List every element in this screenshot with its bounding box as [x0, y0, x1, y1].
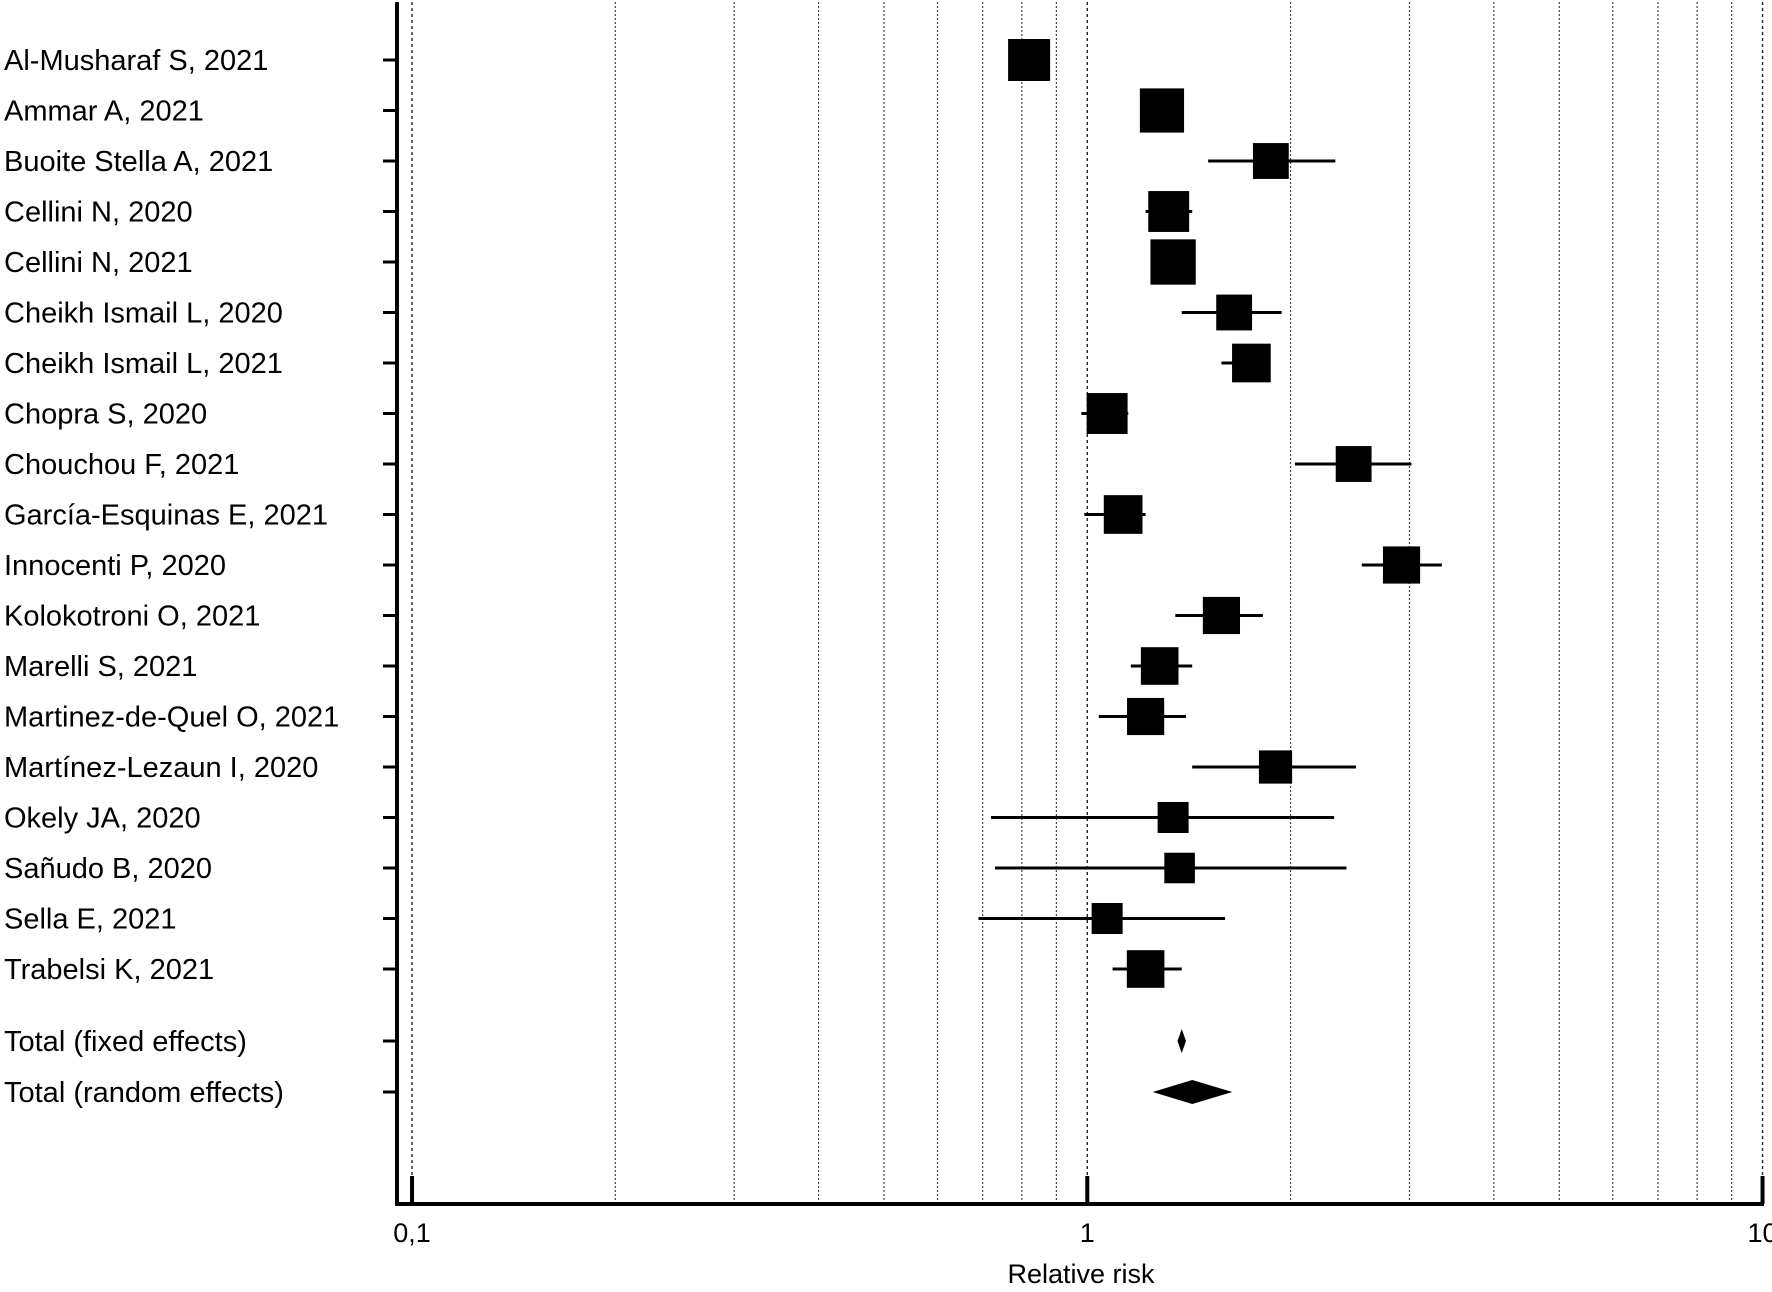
effect-size-marker [1335, 446, 1372, 482]
axis-layer: 0,1 1 10 [393, 2, 1772, 1248]
study-label: Sañudo B, 2020 [4, 853, 212, 885]
effect-size-marker [1091, 903, 1123, 934]
effect-size-marker [1202, 596, 1241, 635]
effect-size-marker [1086, 393, 1128, 434]
study-label: Martinez-de-Quel O, 2021 [4, 702, 339, 734]
x-tick-label: 0,1 [393, 1218, 431, 1248]
effect-size-marker [1139, 88, 1185, 133]
study-row: Cheikh Ismail L, 2021 [4, 343, 1271, 383]
effect-size-marker [1164, 852, 1195, 884]
study-label: Ammar A, 2021 [4, 96, 204, 128]
study-label: García-Esquinas E, 2021 [4, 500, 328, 532]
study-label: Cellini N, 2021 [4, 247, 193, 279]
effect-size-marker [1127, 697, 1165, 736]
x-tick-label: 10 [1748, 1218, 1772, 1248]
study-row: Martínez-Lezaun I, 2020 [4, 750, 1356, 784]
study-label: Innocenti P, 2020 [4, 550, 226, 582]
total-label: Total (random effects) [4, 1077, 284, 1109]
study-row: Okely JA, 2020 [4, 802, 1335, 835]
grid-layer [411, 2, 1764, 1204]
effect-size-marker [1150, 239, 1196, 285]
study-row: García-Esquinas E, 2021 [4, 495, 1146, 534]
study-label: Sella E, 2021 [4, 904, 177, 936]
study-row: Marelli S, 2021 [4, 647, 1193, 685]
study-label: Cellini N, 2020 [4, 197, 193, 229]
effect-size-marker [1008, 39, 1051, 81]
study-row: Ammar A, 2021 [4, 88, 1185, 133]
study-label: Okely JA, 2020 [4, 803, 201, 835]
effect-size-marker [1232, 343, 1271, 383]
study-row: Cellini N, 2021 [4, 239, 1196, 285]
study-row: Buoite Stella A, 2021 [4, 143, 1336, 179]
study-row: Sañudo B, 2020 [4, 852, 1347, 885]
study-row: Trabelsi K, 2021 [4, 950, 1182, 988]
effect-size-marker [1140, 647, 1179, 685]
study-row: Martinez-de-Quel O, 2021 [4, 697, 1186, 736]
effect-size-marker [1126, 950, 1165, 988]
study-row: Sella E, 2021 [4, 903, 1226, 936]
study-label: Chouchou F, 2021 [4, 449, 239, 481]
rows-layer: Al-Musharaf S, 2021 Ammar A, 2021 Buoite S… [4, 39, 1442, 1109]
study-label: Al-Musharaf S, 2021 [4, 45, 268, 77]
x-axis-title: Relative risk [1007, 1259, 1155, 1289]
study-label: Cheikh Ismail L, 2020 [4, 298, 283, 330]
study-row: Al-Musharaf S, 2021 [4, 39, 1051, 81]
effect-size-marker [1258, 750, 1293, 784]
effect-size-marker [1103, 495, 1143, 534]
effect-size-marker [1157, 802, 1189, 833]
study-row: Kolokotroni O, 2021 [4, 596, 1263, 635]
study-label: Cheikh Ismail L, 2021 [4, 348, 283, 380]
effect-size-marker [1252, 143, 1289, 179]
effect-size-marker [1382, 546, 1421, 584]
pooled-estimate-diamond [1152, 1080, 1233, 1104]
study-label: Buoite Stella A, 2021 [4, 146, 273, 178]
study-row: Chopra S, 2020 [4, 393, 1129, 434]
x-tick-label: 1 [1080, 1218, 1095, 1248]
study-row: Innocenti P, 2020 [4, 546, 1442, 584]
total-label: Total (fixed effects) [4, 1026, 247, 1058]
total-row: Total (fixed effects) [4, 1026, 1186, 1058]
study-label: Trabelsi K, 2021 [4, 954, 214, 986]
effect-size-marker [1148, 191, 1190, 232]
study-row: Cheikh Ismail L, 2020 [4, 294, 1282, 331]
study-row: Cellini N, 2020 [4, 191, 1193, 232]
study-label: Chopra S, 2020 [4, 399, 207, 431]
study-label: Marelli S, 2021 [4, 651, 197, 683]
pooled-estimate-diamond [1177, 1029, 1186, 1053]
study-label: Martínez-Lezaun I, 2020 [4, 752, 318, 784]
study-label: Kolokotroni O, 2021 [4, 601, 260, 633]
total-row: Total (random effects) [4, 1077, 1233, 1109]
study-row: Chouchou F, 2021 [4, 446, 1412, 482]
effect-size-marker [1216, 294, 1253, 331]
